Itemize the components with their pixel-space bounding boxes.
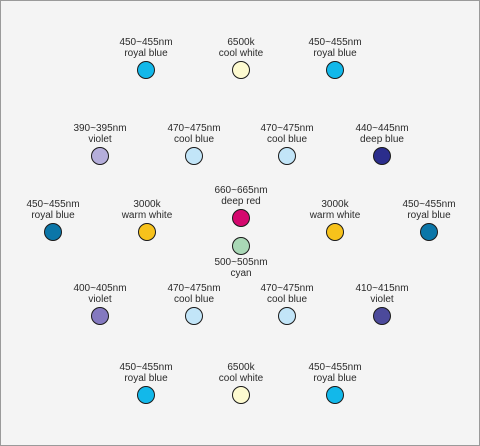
- led-wavelength: 3000k: [133, 199, 161, 210]
- led-16: 470~475nm cool blue: [242, 283, 332, 327]
- led-dot: [373, 307, 391, 325]
- led-dot: [137, 386, 155, 404]
- led-wavelength: 3000k: [321, 199, 349, 210]
- led-dot: [232, 237, 250, 255]
- led-3: 450~455nm royal blue: [290, 37, 380, 81]
- led-wavelength: 450~455nm: [26, 199, 80, 210]
- led-name: cool blue: [266, 134, 308, 145]
- led-dot: [232, 209, 250, 227]
- led-wavelength: 450~455nm: [119, 362, 173, 373]
- led-18: 450~455nm royal blue: [101, 362, 191, 406]
- led-dot: [278, 307, 296, 325]
- led-name: royal blue: [31, 210, 75, 221]
- led-4: 390~395nm violet: [55, 123, 145, 167]
- led-wavelength: 6500k: [227, 362, 255, 373]
- led-2: 6500k cool white: [196, 37, 286, 81]
- led-7: 440~445nm deep blue: [337, 123, 427, 167]
- led-dot: [326, 386, 344, 404]
- led-name: cool white: [218, 373, 264, 384]
- led-20: 450~455nm royal blue: [290, 362, 380, 406]
- led-dot: [185, 147, 203, 165]
- led-wavelength: 440~445nm: [355, 123, 409, 134]
- led-9: 3000k warm white: [102, 199, 192, 243]
- led-name: royal blue: [313, 48, 357, 59]
- led-wavelength: 450~455nm: [308, 37, 362, 48]
- led-13: 500~505nm cyan: [196, 235, 286, 279]
- led-14: 400~405nm violet: [55, 283, 145, 327]
- led-wavelength: 450~455nm: [308, 362, 362, 373]
- led-wavelength: 470~475nm: [167, 283, 221, 294]
- led-name: violet: [88, 294, 112, 305]
- led-wavelength: 500~505nm: [214, 257, 268, 268]
- led-name: deep red: [221, 196, 261, 207]
- led-wavelength: 390~395nm: [73, 123, 127, 134]
- led-19: 6500k cool white: [196, 362, 286, 406]
- led-15: 470~475nm cool blue: [149, 283, 239, 327]
- led-5: 470~475nm cool blue: [149, 123, 239, 167]
- led-wavelength: 470~475nm: [260, 283, 314, 294]
- led-wavelength: 400~405nm: [73, 283, 127, 294]
- led-name: royal blue: [313, 373, 357, 384]
- led-dot: [232, 61, 250, 79]
- led-dot: [185, 307, 203, 325]
- led-wavelength: 660~665nm: [214, 185, 268, 196]
- led-dot: [137, 61, 155, 79]
- led-name: violet: [88, 134, 112, 145]
- led-dot: [44, 223, 62, 241]
- led-name: warm white: [309, 210, 361, 221]
- led-name: cool white: [218, 48, 264, 59]
- led-name: cool blue: [173, 134, 215, 145]
- led-dot: [91, 307, 109, 325]
- led-name: warm white: [121, 210, 173, 221]
- led-name: royal blue: [407, 210, 451, 221]
- led-wavelength: 470~475nm: [260, 123, 314, 134]
- led-name: deep blue: [360, 134, 404, 145]
- led-11: 3000k warm white: [290, 199, 380, 243]
- led-dot: [373, 147, 391, 165]
- led-wavelength: 6500k: [227, 37, 255, 48]
- led-name: cool blue: [266, 294, 308, 305]
- led-wavelength: 450~455nm: [402, 199, 456, 210]
- led-dot: [138, 223, 156, 241]
- led-dot: [91, 147, 109, 165]
- led-name: cool blue: [173, 294, 215, 305]
- led-17: 410~415nm violet: [337, 283, 427, 327]
- led-6: 470~475nm cool blue: [242, 123, 332, 167]
- led-dot: [326, 61, 344, 79]
- led-dot: [232, 386, 250, 404]
- led-name: royal blue: [124, 373, 168, 384]
- led-dot: [278, 147, 296, 165]
- led-name: cyan: [230, 268, 252, 279]
- led-wavelength: 410~415nm: [355, 283, 409, 294]
- led-name: royal blue: [124, 48, 168, 59]
- led-dot: [326, 223, 344, 241]
- led-8: 450~455nm royal blue: [8, 199, 98, 243]
- led-wavelength: 470~475nm: [167, 123, 221, 134]
- led-dot: [420, 223, 438, 241]
- led-1: 450~455nm royal blue: [101, 37, 191, 81]
- led-12: 450~455nm royal blue: [384, 199, 474, 243]
- led-10: 660~665nm deep red: [196, 185, 286, 229]
- led-wavelength: 450~455nm: [119, 37, 173, 48]
- led-name: violet: [370, 294, 394, 305]
